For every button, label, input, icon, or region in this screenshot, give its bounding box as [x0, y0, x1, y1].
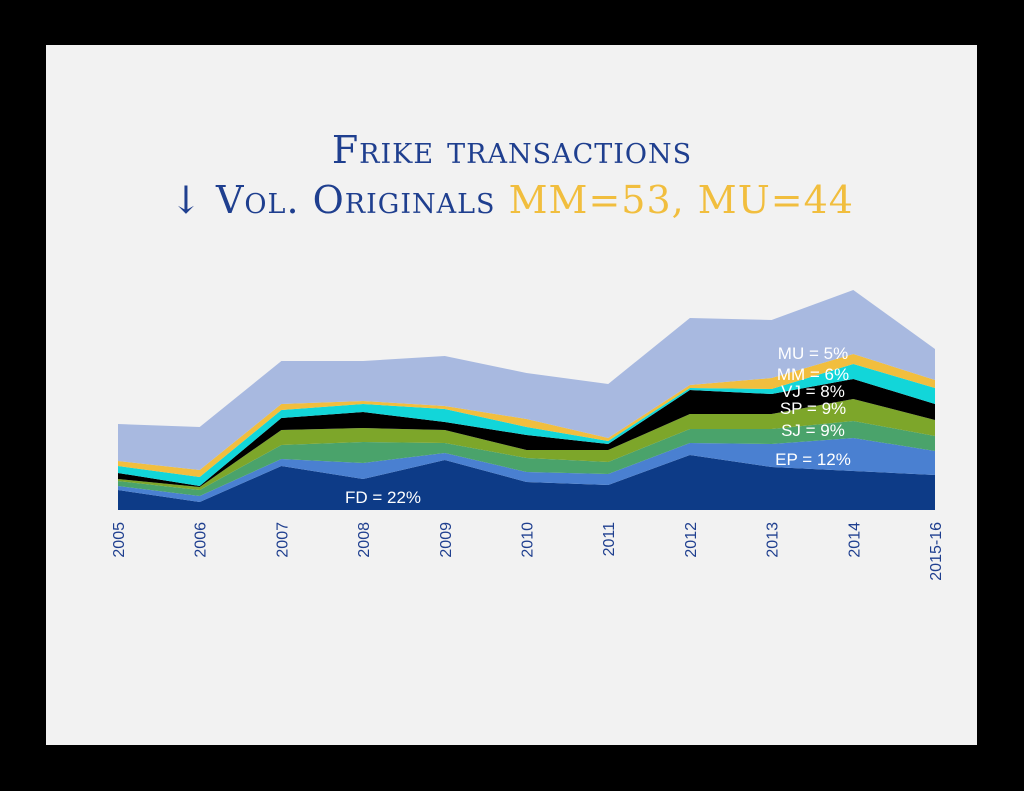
- series-label-ep: EP = 12%: [775, 450, 851, 469]
- area-fd: [118, 455, 935, 510]
- x-tick-label: 2013: [765, 522, 782, 558]
- subtitle-prefix: ↓ Vol. Originals: [170, 178, 509, 222]
- subtitle-highlight: MM=53, MU=44: [508, 178, 854, 222]
- series-label-mu: MU = 5%: [778, 344, 848, 363]
- chart-title: Frike transactions: [331, 128, 693, 172]
- area-mu: [118, 354, 935, 477]
- x-tick-label: 2008: [356, 522, 373, 558]
- x-tick-label: 2006: [193, 522, 210, 558]
- area-ep: [118, 438, 935, 502]
- area-other: [118, 290, 935, 470]
- x-tick-label: 2009: [438, 522, 455, 558]
- x-tick-label: 2014: [846, 522, 863, 558]
- area-sp: [118, 399, 935, 490]
- x-tick-label: 2015-16: [928, 522, 945, 581]
- series-label-sj: SJ = 9%: [781, 421, 845, 440]
- series-label-sp: SP = 9%: [780, 399, 846, 418]
- x-tick-label: 2012: [683, 522, 700, 558]
- area-sj: [118, 421, 935, 496]
- series-label-fd: FD = 22%: [345, 488, 421, 507]
- area-mm: [118, 364, 935, 486]
- series-label-mm: MM = 6%: [777, 365, 849, 384]
- x-tick-label: 2011: [601, 522, 618, 557]
- x-tick-label: 2010: [520, 522, 537, 558]
- chart-subtitle: ↓ Vol. Originals MM=53, MU=44: [0, 178, 1024, 222]
- x-tick-label: 2007: [274, 522, 291, 558]
- area-vj: [118, 379, 935, 487]
- x-tick-label: 2005: [111, 522, 128, 558]
- series-label-vj: VJ = 8%: [781, 382, 845, 401]
